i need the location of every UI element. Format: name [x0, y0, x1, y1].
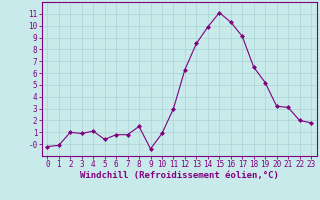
- X-axis label: Windchill (Refroidissement éolien,°C): Windchill (Refroidissement éolien,°C): [80, 171, 279, 180]
